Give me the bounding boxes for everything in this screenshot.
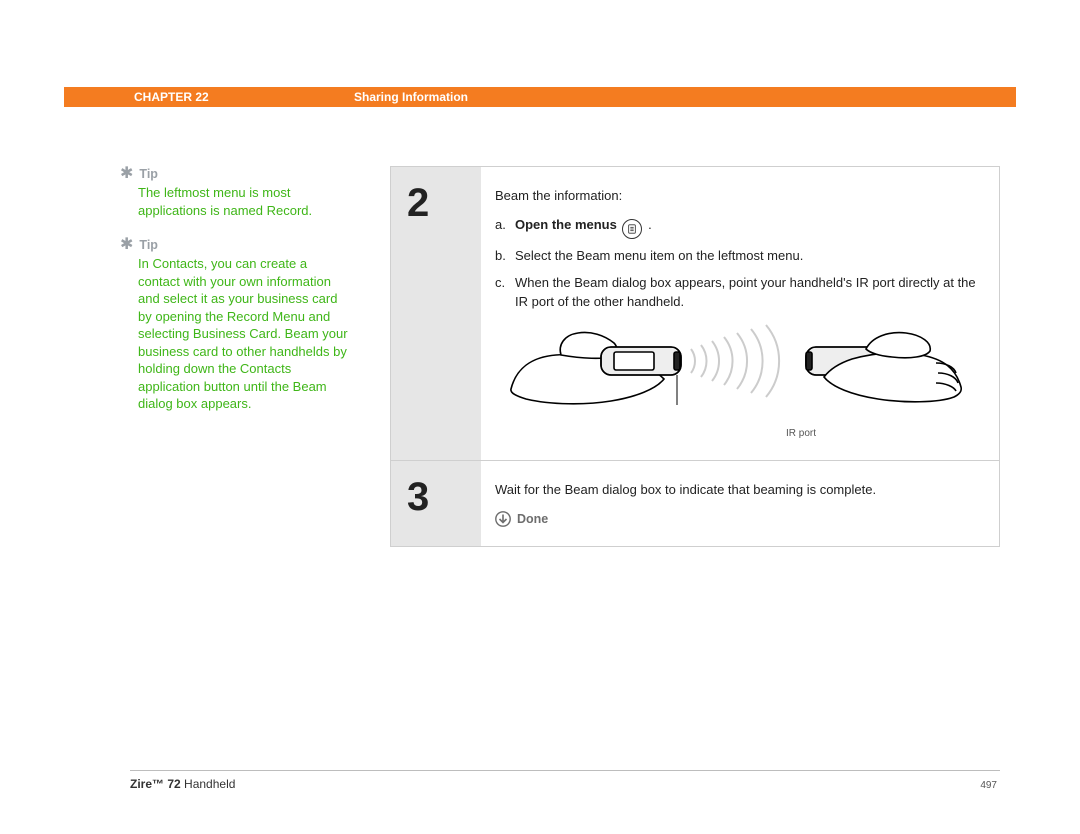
step-number-cell: 3 [391,461,481,546]
step-intro: Wait for the Beam dialog box to indicate… [495,481,977,500]
tip-body: The leftmost menu is most applications i… [120,184,350,219]
substep-text: Select the Beam menu item on the leftmos… [515,247,977,266]
substep-letter: c. [495,274,515,312]
step-number-cell: 2 [391,167,481,460]
step-intro: Beam the information: [495,187,977,206]
asterisk-icon: ✱ [120,166,133,182]
substep-bold: Open the menus [515,217,617,232]
substep-letter: a. [495,216,515,239]
substep: b. Select the Beam menu item on the left… [495,247,977,266]
footer-product-suffix: Handheld [181,777,236,791]
substep: c. When the Beam dialog box appears, poi… [495,274,977,312]
substep-text: When the Beam dialog box appears, point … [515,274,977,312]
footer-rule [130,770,1000,771]
tip-label: Tip [139,167,158,181]
done-label: Done [517,510,548,528]
tip-block: ✱ Tip The leftmost menu is most applicat… [120,166,350,219]
chapter-title: Sharing Information [354,90,468,104]
step-content: Beam the information: a. Open the menus [481,167,999,460]
footer-product: Zire™ 72 Handheld [130,777,235,791]
procedure-box: 2 Beam the information: a. Open the menu… [390,166,1000,547]
tip-block: ✱ Tip In Contacts, you can create a cont… [120,237,350,413]
asterisk-icon: ✱ [120,237,133,253]
step-row: 2 Beam the information: a. Open the menu… [391,167,999,461]
chapter-header-bar: CHAPTER 22 Sharing Information [64,87,1016,107]
done-indicator: Done [495,510,977,528]
step-number: 2 [407,181,481,226]
tip-body: In Contacts, you can create a contact wi… [120,255,350,413]
chapter-label: CHAPTER 22 [134,90,209,104]
step-number: 3 [407,475,481,520]
substep-tail: . [644,217,651,232]
beaming-illustration: IR port [495,319,977,441]
down-arrow-icon [495,511,511,527]
step-row: 3 Wait for the Beam dialog box to indica… [391,461,999,546]
menu-icon[interactable] [622,219,642,239]
substep: a. Open the menus . [495,216,977,239]
substep-letter: b. [495,247,515,266]
tips-sidebar: ✱ Tip The leftmost menu is most applicat… [120,166,350,431]
illustration-caption: IR port [625,427,977,442]
footer-page-number: 497 [980,780,997,791]
substep-text: Open the menus . [515,216,977,239]
tip-label: Tip [139,238,158,252]
step-content: Wait for the Beam dialog box to indicate… [481,461,999,546]
footer-product-name: Zire™ 72 [130,777,181,791]
